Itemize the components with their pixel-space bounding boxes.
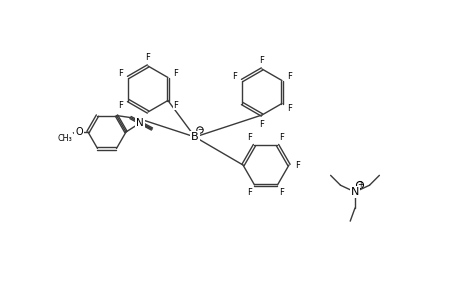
Text: F: F [279,188,284,197]
Text: F: F [247,133,252,142]
Text: O: O [75,127,83,137]
Text: F: F [173,68,178,77]
Text: F: F [231,71,236,80]
Text: F: F [173,100,178,109]
Text: −: − [196,127,202,133]
Text: N: N [350,187,358,197]
Text: F: F [118,100,123,109]
Text: F: F [287,71,291,80]
Text: CH₃: CH₃ [57,134,72,142]
Text: F: F [247,188,252,197]
Text: F: F [259,119,264,128]
Text: F: F [295,160,300,169]
Text: F: F [145,52,150,62]
Text: F: F [259,56,264,64]
Text: B: B [191,132,198,142]
Text: +: + [356,180,363,189]
Text: F: F [287,103,291,112]
Text: F: F [118,68,123,77]
Text: N: N [136,118,144,128]
Text: F: F [279,133,284,142]
